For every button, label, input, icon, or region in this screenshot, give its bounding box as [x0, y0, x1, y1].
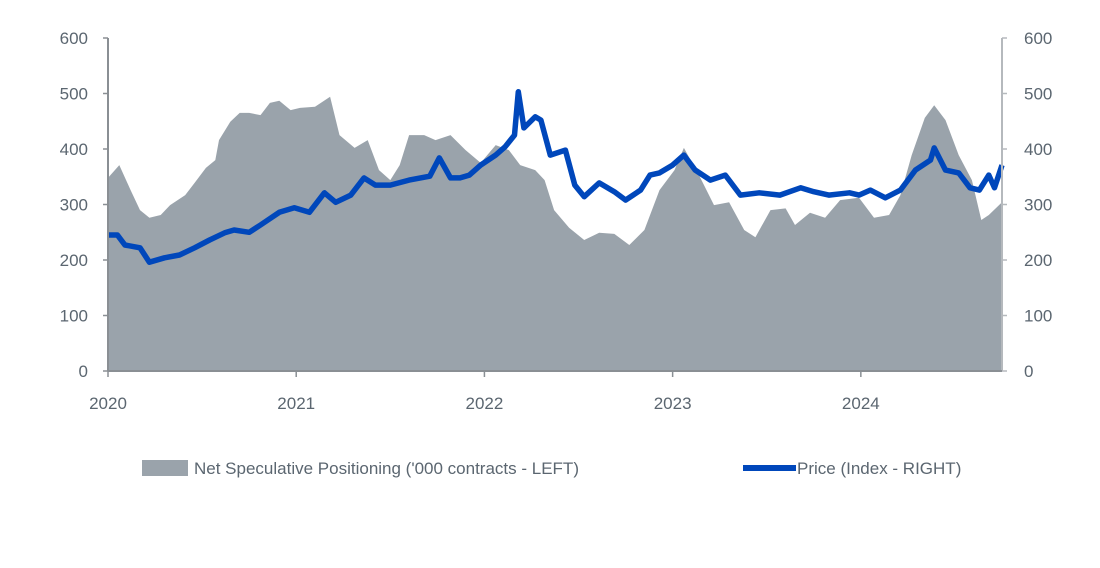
x-tick-label: 2021: [277, 394, 315, 413]
legend-label-positioning: Net Speculative Positioning ('000 contra…: [194, 459, 579, 478]
right-tick-label: 300: [1024, 196, 1052, 215]
x-tick-label: 2023: [654, 394, 692, 413]
positioning-area-layer: [108, 96, 1002, 372]
left-tick-label: 100: [60, 307, 88, 326]
right-tick-label: 200: [1024, 251, 1052, 270]
x-tick-label: 2020: [89, 394, 127, 413]
legend: Net Speculative Positioning ('000 contra…: [142, 459, 961, 478]
right-tick-label: 400: [1024, 140, 1052, 159]
left-tick-label: 0: [79, 362, 88, 381]
right-tick-label: 0: [1024, 362, 1033, 381]
right-tick-label: 500: [1024, 85, 1052, 104]
x-tick-label: 2022: [466, 394, 504, 413]
left-tick-label: 600: [60, 29, 88, 48]
right-tick-label: 100: [1024, 307, 1052, 326]
left-tick-label: 400: [60, 140, 88, 159]
legend-label-price: Price (Index - RIGHT): [797, 459, 961, 478]
left-tick-label: 300: [60, 196, 88, 215]
left-tick-label: 500: [60, 85, 88, 104]
price-line: [108, 89, 1005, 265]
x-tick-label: 2024: [842, 394, 880, 413]
legend-swatch-positioning: [142, 460, 188, 476]
right-tick-label: 600: [1024, 29, 1052, 48]
axes: 0 100 200 300 400 500 600 0 100 200 300 400 500 600 20…: [60, 29, 1053, 413]
price-line-layer: [108, 89, 1005, 265]
left-tick-label: 200: [60, 251, 88, 270]
positioning-area: [108, 96, 1002, 372]
